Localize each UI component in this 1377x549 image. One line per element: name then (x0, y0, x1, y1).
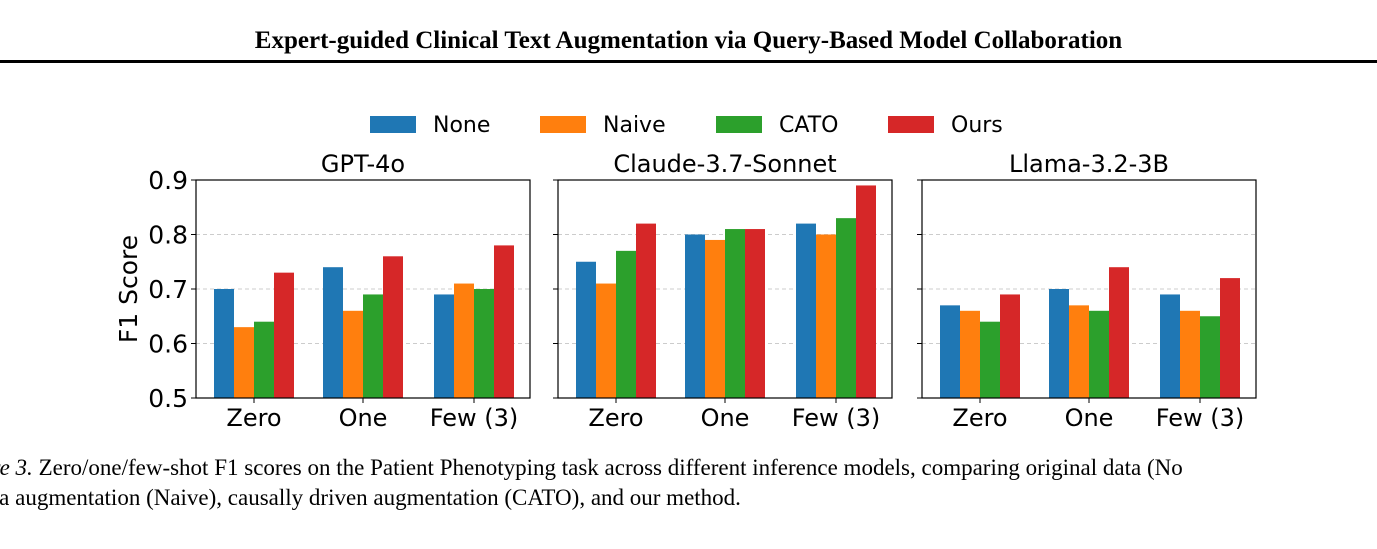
bar-cato-zero (616, 250, 636, 398)
y-tick-label: 0.7 (148, 275, 188, 304)
bar-cato-one (363, 294, 383, 398)
bar-cato-one (1089, 310, 1109, 398)
bar-naive-one (343, 310, 363, 398)
caption-label: ure 3. (0, 455, 33, 480)
y-tick-label: 0.9 (148, 166, 188, 195)
chart-legend: None Naive CATO Ours (370, 113, 1003, 138)
caption-line-2: illa augmentation (Naive), causally driv… (0, 485, 741, 510)
x-tick-label: One (1065, 404, 1114, 432)
x-tick-label: Few (3) (792, 404, 881, 432)
panel-3: Zero One Few (3) Llama-3.2-3B (917, 150, 1257, 432)
legend-label-naive: Naive (603, 113, 666, 138)
bar-naive-zero (234, 327, 254, 398)
bar-none-few3 (1160, 294, 1180, 398)
y-tick-label: 0.5 (148, 384, 188, 413)
x-tick-label: Zero (226, 404, 281, 432)
bar-none-few3 (796, 223, 816, 398)
bar-none-one (685, 234, 705, 398)
bar-ours-few3 (494, 245, 514, 398)
y-tick-label: 0.6 (148, 330, 188, 359)
bar-naive-one (705, 239, 725, 398)
bar-ours-zero (1000, 294, 1020, 398)
bar-ours-one (745, 229, 765, 398)
bar-naive-zero (960, 310, 980, 398)
panel-frame (195, 179, 531, 399)
header-rule (0, 60, 1377, 63)
bar-none-one (323, 267, 343, 398)
panel-2: Zero One Few (3) Claude-3.7-Sonnet (553, 150, 893, 432)
bar-ours-one (383, 256, 403, 398)
panel-frame (921, 179, 1257, 399)
bar-naive-zero (596, 283, 616, 398)
bar-none-few3 (434, 294, 454, 398)
panel-title: GPT-4o (321, 150, 405, 178)
bar-cato-zero (254, 321, 274, 398)
figure-caption: ure 3. Zero/one/few-shot F1 scores on th… (0, 453, 1377, 513)
caption-text-1: Zero/one/few-shot F1 scores on the Patie… (32, 455, 1183, 480)
legend-label-ours: Ours (951, 113, 1003, 138)
x-tick-label: One (701, 404, 750, 432)
bar-ours-zero (274, 272, 294, 398)
bar-ours-few3 (856, 185, 876, 398)
bar-naive-few3 (1180, 310, 1200, 398)
legend-label-none: None (433, 113, 490, 138)
bar-naive-few3 (816, 234, 836, 398)
legend-swatch-none (370, 116, 416, 133)
bar-none-zero (576, 261, 596, 398)
page-header-title: Expert-guided Clinical Text Augmentation… (254, 27, 1123, 54)
bar-ours-one (1109, 267, 1129, 398)
bar-cato-zero (980, 321, 1000, 398)
bar-cato-few3 (1200, 316, 1220, 398)
bar-ours-few3 (1220, 278, 1240, 398)
panel-1: Zero One Few (3) 0.5 0.6 0.7 0.8 0.9 GPT-4o (148, 150, 531, 432)
legend-swatch-ours (888, 116, 934, 133)
x-tick-label: One (339, 404, 388, 432)
x-tick-label: Zero (588, 404, 643, 432)
f1-bar-chart: None Naive CATO Ours Zero One Few (3) 0.5 0.6 0.… (114, 113, 1257, 432)
caption-line-1: ure 3. Zero/one/few-shot F1 scores on th… (0, 453, 1377, 483)
y-tick-label: 0.8 (148, 221, 188, 250)
x-tick-label: Few (3) (430, 404, 519, 432)
bar-ours-zero (636, 223, 656, 398)
chart-panels: Zero One Few (3) 0.5 0.6 0.7 0.8 0.9 GPT-4o Zero O… (148, 150, 1257, 432)
bar-none-one (1049, 289, 1069, 398)
bar-naive-few3 (454, 283, 474, 398)
panel-frame (557, 179, 893, 399)
bar-none-zero (214, 289, 234, 398)
legend-swatch-naive (540, 116, 586, 133)
bar-cato-few3 (836, 218, 856, 398)
x-tick-label: Few (3) (1156, 404, 1245, 432)
bar-cato-few3 (474, 289, 494, 398)
bar-naive-one (1069, 305, 1089, 398)
bar-cato-one (725, 229, 745, 398)
bar-none-zero (940, 305, 960, 398)
legend-swatch-cato (716, 116, 762, 133)
panel-title: Llama-3.2-3B (1009, 150, 1169, 178)
legend-label-cato: CATO (779, 113, 838, 138)
panel-title: Claude-3.7-Sonnet (613, 150, 836, 178)
x-tick-label: Zero (952, 404, 1007, 432)
y-axis-label: F1 Score (114, 235, 143, 343)
